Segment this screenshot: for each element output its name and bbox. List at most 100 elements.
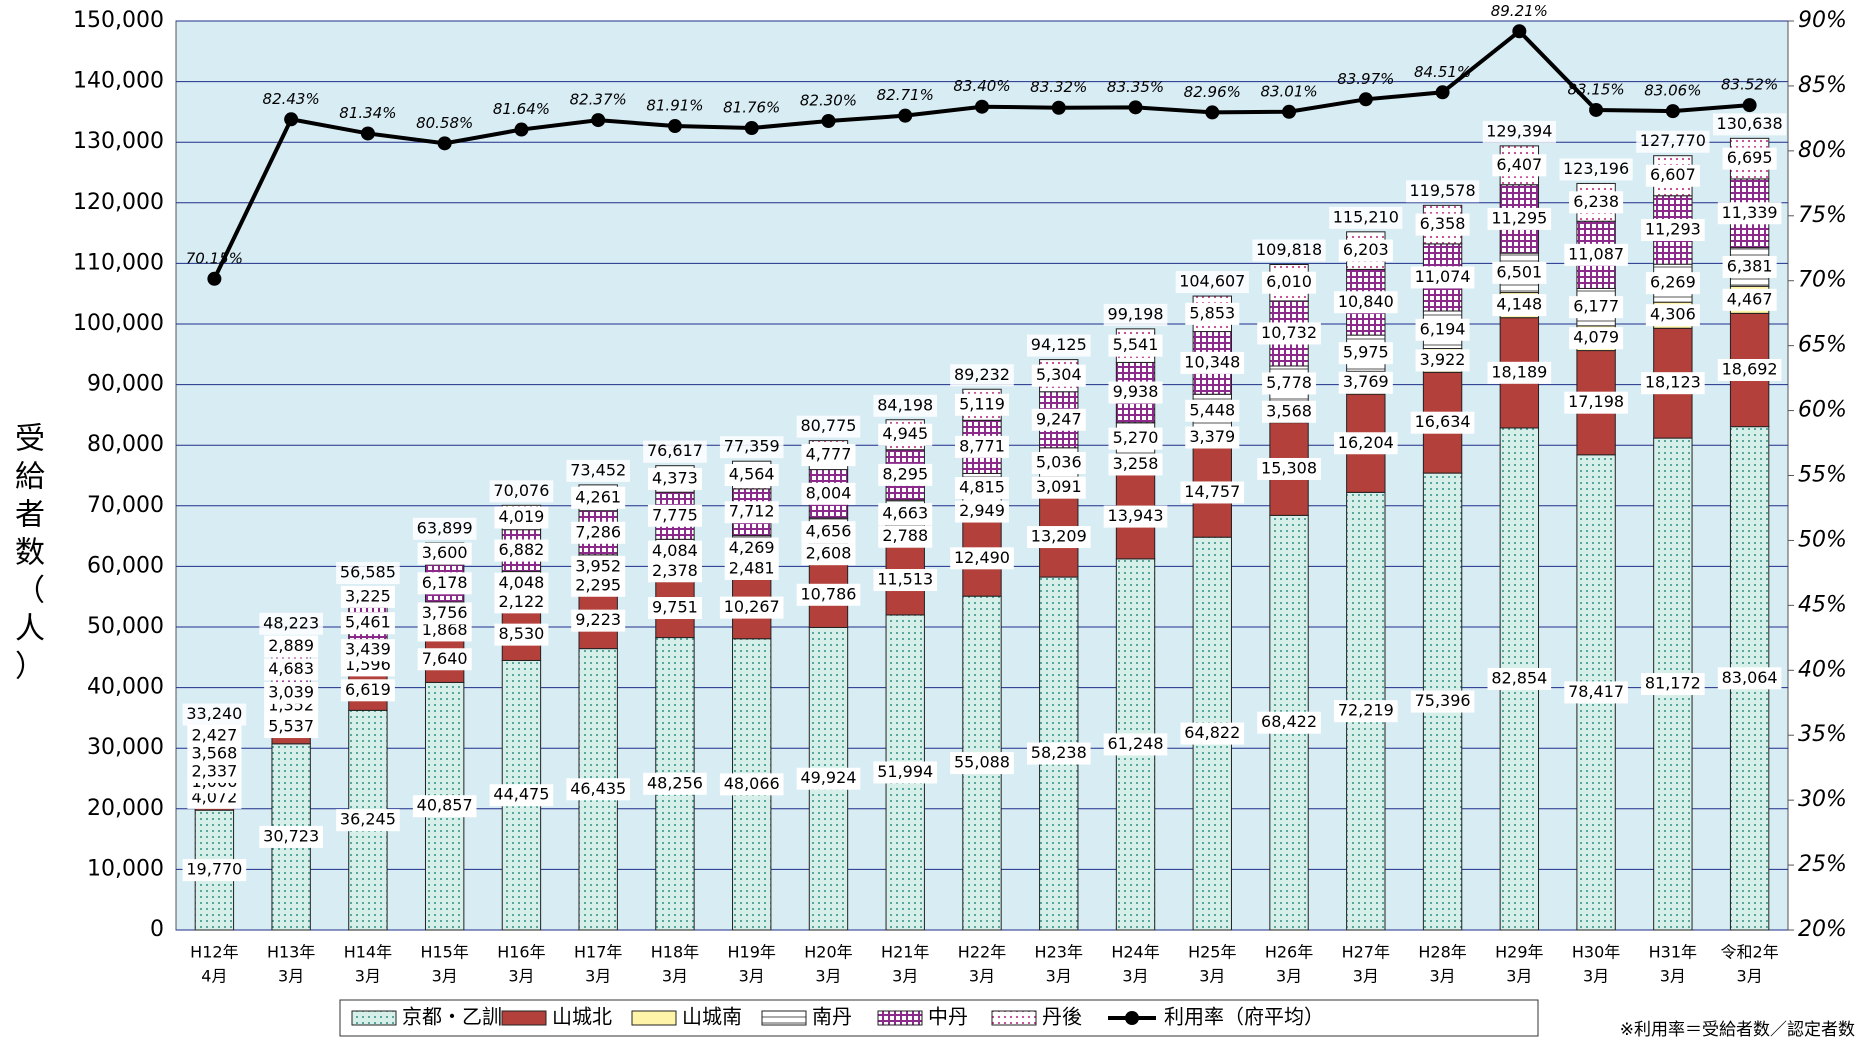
value-label: 7,640	[422, 649, 468, 668]
label-bg	[1108, 427, 1163, 450]
x-tick-label: H23年	[1035, 943, 1083, 962]
value-label: 78,417	[1568, 682, 1624, 701]
value-label: 3,039	[268, 682, 314, 701]
value-label: 11,074	[1415, 267, 1471, 286]
legend-swatch	[991, 1010, 1037, 1026]
label-bg	[1262, 372, 1317, 395]
label-bg	[647, 504, 702, 527]
value-label: 3,922	[1420, 350, 1466, 369]
label-bg	[187, 743, 242, 766]
value-label: 5,541	[1113, 335, 1159, 354]
label-bg	[1564, 243, 1628, 266]
value-label: 11,087	[1568, 244, 1624, 263]
value-label: 51,994	[877, 762, 933, 781]
total-label: 56,585	[340, 563, 396, 582]
line-marker	[1665, 104, 1680, 119]
value-label: 4,048	[499, 573, 545, 592]
label-bg	[1564, 681, 1628, 704]
value-label: 8,771	[959, 436, 1005, 455]
value-label: 6,177	[1573, 297, 1619, 316]
value-label: 6,238	[1573, 192, 1619, 211]
label-bg	[494, 591, 549, 614]
label-bg	[1334, 700, 1398, 723]
label-bg	[801, 521, 856, 544]
rate-label: 82.71%	[877, 86, 934, 104]
total-label: 70,076	[493, 481, 549, 500]
legend-label: 利用率（府平均）	[1164, 1005, 1324, 1029]
label-bg	[1410, 411, 1475, 434]
value-label: 13,943	[1108, 506, 1164, 525]
y-axis-label: 人	[15, 612, 45, 647]
value-label: 5,778	[1266, 373, 1312, 392]
x-tick-label: 3月	[815, 967, 841, 986]
label-bg	[1717, 667, 1782, 690]
label-bg	[643, 440, 707, 463]
rate-label: 80.58%	[416, 114, 473, 132]
label-bg	[647, 560, 702, 583]
label-bg	[187, 760, 242, 783]
y2-tick-label: 85%	[1798, 73, 1847, 98]
total-label: 129,394	[1486, 121, 1552, 140]
rate-label: 83.32%	[1030, 78, 1087, 96]
line-marker	[1128, 100, 1143, 115]
label-bg	[571, 486, 626, 509]
value-label: 9,751	[652, 598, 698, 617]
value-label: 6,695	[1727, 148, 1773, 167]
total-label: 123,196	[1563, 159, 1629, 178]
value-label: 3,225	[345, 586, 391, 605]
value-label: 4,663	[882, 504, 928, 523]
value-label: 6,619	[345, 680, 391, 699]
label-bg	[955, 477, 1009, 500]
x-tick-label: 3月	[1506, 967, 1532, 986]
total-label: 80,775	[800, 416, 856, 435]
line-marker	[667, 119, 682, 134]
label-bg	[955, 500, 1009, 523]
value-label: 3,769	[1343, 372, 1389, 391]
value-label: 8,530	[499, 624, 545, 643]
y2-tick-label: 70%	[1798, 268, 1847, 293]
line-marker	[975, 99, 989, 114]
y2-tick-label: 35%	[1798, 722, 1847, 747]
value-label: 48,066	[724, 774, 780, 793]
label-bg	[571, 521, 626, 544]
legend-swatch	[877, 1010, 923, 1026]
line-marker	[1435, 85, 1450, 100]
x-tick-label: H14年	[344, 943, 392, 962]
rate-label: 89.21%	[1491, 2, 1548, 20]
y2-tick-label: 65%	[1798, 333, 1847, 358]
value-label: 11,295	[1491, 208, 1547, 227]
value-label: 9,247	[1036, 409, 1082, 428]
value-label: 64,822	[1184, 723, 1240, 742]
value-label: 3,439	[345, 640, 391, 659]
value-label: 30,723	[263, 826, 319, 845]
value-label: 7,712	[729, 502, 775, 521]
x-tick-label: H26年	[1265, 943, 1313, 962]
line-marker	[360, 126, 375, 141]
value-label: 49,924	[800, 768, 856, 787]
value-label: 9,938	[1113, 382, 1159, 401]
value-label: 4,269	[729, 538, 775, 557]
value-label: 40,857	[417, 796, 473, 815]
label-bg	[647, 597, 702, 620]
value-label: 3,379	[1189, 427, 1235, 446]
label-bg	[950, 752, 1014, 775]
value-label: 6,407	[1496, 155, 1542, 174]
label-bg	[1569, 327, 1624, 350]
value-label: 5,537	[268, 717, 314, 736]
y2-tick-label: 75%	[1798, 203, 1847, 228]
label-bg	[1103, 733, 1168, 756]
y-tick-label: 130,000	[73, 129, 164, 154]
label-bg	[1722, 147, 1777, 170]
value-label: 18,123	[1645, 373, 1701, 392]
rate-label: 83.97%	[1337, 70, 1394, 88]
label-bg	[417, 602, 472, 625]
y-tick-label: 120,000	[73, 190, 164, 215]
value-label: 4,945	[882, 424, 928, 443]
rate-label: 83.40%	[953, 77, 1010, 95]
value-label: 18,692	[1722, 359, 1778, 378]
value-label: 15,308	[1261, 458, 1317, 477]
x-tick-label: 3月	[1353, 967, 1379, 986]
x-tick-label: 3月	[355, 967, 381, 986]
x-tick-label: 3月	[739, 967, 765, 986]
label-bg	[1564, 391, 1628, 414]
